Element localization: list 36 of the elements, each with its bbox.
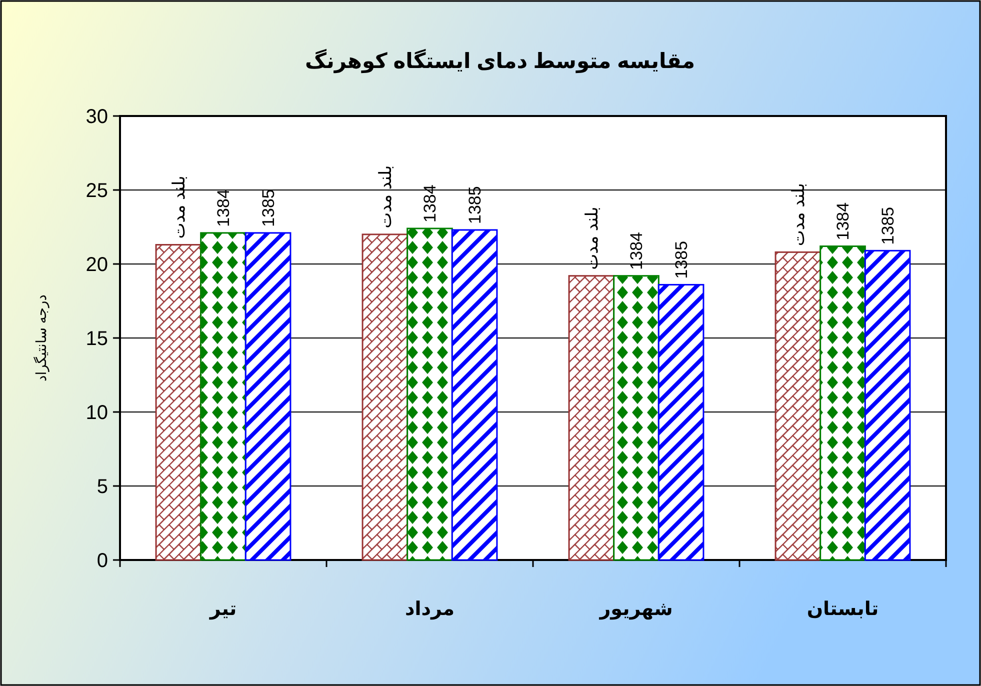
- text: 1385: [259, 189, 278, 227]
- bar: [613, 275, 660, 561]
- text: 1385: [466, 186, 485, 224]
- chart-title: مقایسه متوسط دمای ایستگاه کوهرنگ: [304, 48, 696, 74]
- bar: [658, 284, 704, 561]
- y-axis-title: درجه سانتیگراد: [33, 294, 50, 382]
- y-tick-label: 20: [86, 254, 108, 276]
- y-tick-label: 25: [86, 180, 108, 202]
- bar: [451, 229, 498, 561]
- bar: [200, 232, 246, 561]
- bar: [774, 251, 822, 561]
- y-tick-label: 15: [86, 328, 108, 350]
- text: 1384: [420, 184, 440, 222]
- x-tick-label: شهریور: [598, 599, 673, 620]
- text: 1384: [214, 189, 234, 227]
- y-tick-label: 5: [96, 476, 108, 498]
- bar: [244, 232, 292, 561]
- text: 1384: [834, 202, 853, 240]
- bar: [820, 245, 866, 561]
- bar: [864, 250, 911, 561]
- text: 1384: [627, 232, 646, 270]
- text: بلند مدت: [376, 165, 395, 228]
- y-tick-label: 0: [96, 550, 108, 572]
- y-tick-label: 30: [86, 106, 108, 128]
- text: بلند مدت: [582, 206, 602, 270]
- text: بلند مدت: [169, 176, 188, 239]
- x-tick-label: تابستان: [806, 599, 879, 620]
- y-tick-label: 10: [86, 402, 108, 424]
- x-tick-label: مرداد: [404, 599, 455, 620]
- bar: [362, 234, 408, 561]
- x-tick-label: تیر: [208, 599, 237, 620]
- text: 1385: [672, 240, 692, 279]
- text: 1385: [878, 206, 898, 245]
- bar: [406, 228, 453, 561]
- bar: [155, 244, 202, 561]
- bar: [568, 275, 615, 561]
